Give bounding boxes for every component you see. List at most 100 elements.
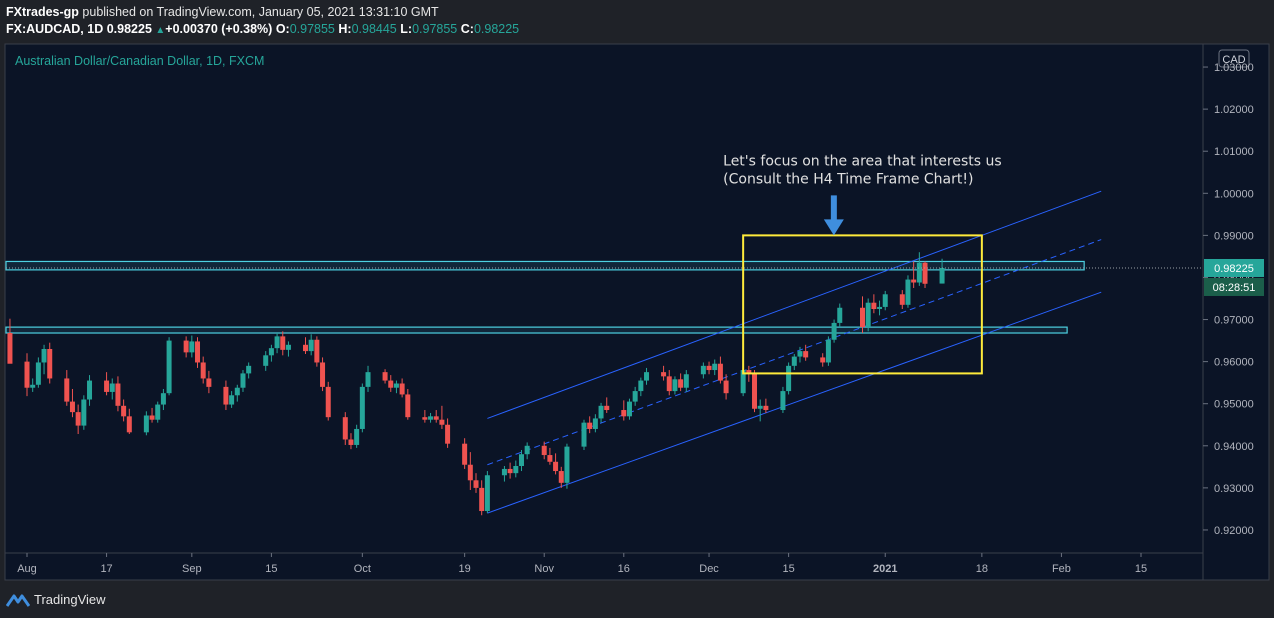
time-tick-label: 19	[459, 563, 471, 575]
candle-body	[479, 487, 485, 512]
candle-down	[388, 375, 394, 392]
candle-body	[200, 362, 206, 379]
candle-body	[246, 365, 252, 374]
candle-down	[467, 452, 473, 490]
candle-up	[268, 344, 274, 362]
published-text: published on TradingView.com, January 05…	[82, 5, 439, 19]
time-tick-label: Aug	[17, 563, 37, 575]
candle-body	[518, 454, 524, 466]
brand-name[interactable]: TradingView	[34, 592, 106, 607]
candle-body	[501, 468, 507, 476]
focus-box	[742, 234, 983, 375]
candle-body	[160, 393, 166, 405]
candle-up	[672, 376, 678, 395]
candle-body	[234, 387, 240, 396]
candle-body	[388, 380, 394, 388]
time-tick-label: 18	[976, 563, 988, 575]
channel-lower-line	[487, 291, 1102, 514]
candle-up	[791, 354, 797, 371]
time-tick-label: 15	[265, 563, 277, 575]
candle-body	[467, 464, 473, 481]
candle-up	[285, 341, 291, 357]
candle-body	[126, 416, 132, 433]
regression-channel	[487, 190, 1102, 514]
candle-body	[763, 405, 769, 411]
candle-up	[143, 411, 149, 436]
candle-up	[837, 303, 843, 328]
candle-down	[195, 337, 201, 368]
candle-body	[780, 391, 786, 411]
candle-body	[64, 378, 70, 402]
candle-down	[47, 342, 53, 384]
candle-body	[47, 349, 53, 379]
candle-body	[803, 351, 809, 358]
candle-body	[308, 339, 314, 352]
candle-down	[911, 261, 917, 288]
candle-body	[791, 356, 797, 366]
candle-body	[621, 410, 627, 417]
candle-body	[195, 341, 201, 363]
candle-body	[75, 412, 81, 426]
price-tick-label: 1.03000	[1214, 62, 1254, 74]
candle-body	[268, 348, 274, 356]
candles	[7, 252, 945, 516]
low-label: L:	[400, 22, 413, 36]
publisher-name[interactable]: FXtrades-gp	[6, 5, 79, 19]
candle-body	[229, 395, 235, 405]
high-label: H:	[338, 22, 352, 36]
candle-body	[541, 445, 547, 456]
candle-down	[723, 374, 729, 400]
candle-body	[41, 349, 47, 363]
time-tick-label: 16	[618, 563, 630, 575]
candle-up	[598, 402, 604, 423]
candle-up	[109, 378, 115, 400]
candle-body	[87, 380, 93, 400]
candle-body	[871, 302, 877, 310]
candle-body	[189, 341, 195, 353]
candle-down	[803, 344, 809, 361]
focus-area	[742, 195, 983, 375]
candle-up	[189, 335, 195, 358]
candle-up	[825, 336, 831, 366]
candle-down	[558, 466, 564, 488]
candle-down	[69, 388, 75, 418]
candle-up	[592, 414, 598, 433]
currency-badge[interactable]: CAD	[1218, 49, 1250, 68]
last-price: 0.98225	[106, 22, 152, 36]
candle-up	[831, 319, 837, 343]
time-tick-label: Feb	[1052, 563, 1071, 575]
candle-body	[263, 355, 269, 366]
candle-body	[206, 378, 212, 387]
candle-body	[706, 365, 712, 371]
candle-body	[882, 294, 888, 307]
candle-up	[354, 424, 360, 448]
candle-up	[564, 443, 570, 489]
candle-body	[825, 339, 831, 363]
candle-up	[939, 258, 945, 284]
candle-body	[564, 446, 570, 483]
candle-down	[899, 290, 905, 310]
candle-body	[672, 379, 678, 392]
candle-down	[314, 336, 320, 367]
candle-up	[41, 344, 47, 375]
candle-body	[786, 365, 792, 392]
price-tick-label: 1.02000	[1214, 104, 1254, 116]
candle-body	[547, 455, 553, 462]
time-tick-label: 15	[782, 563, 794, 575]
candle-down	[126, 408, 132, 435]
candle-body	[740, 370, 746, 394]
sr-zone	[5, 260, 1085, 271]
tradingview-logo-icon[interactable]	[6, 592, 30, 608]
candle-body	[428, 416, 434, 420]
low-value: 0.97855	[412, 22, 458, 36]
candle-up	[359, 383, 365, 433]
annotation: Let's focus on the area that interests u…	[723, 153, 1002, 187]
candle-body	[320, 362, 326, 387]
candle-body	[121, 405, 127, 417]
price-chart[interactable]: Australian Dollar/Canadian Dollar, 1D, F…	[0, 42, 1274, 582]
candle-up	[786, 362, 792, 395]
candle-up	[757, 399, 763, 422]
candle-down	[439, 405, 445, 429]
time-axis[interactable]: Aug 17 Sep 15 Oct 19 Nov 16 Dec 15 2021 18 Feb 15	[17, 553, 1147, 575]
candle-body	[354, 428, 360, 445]
